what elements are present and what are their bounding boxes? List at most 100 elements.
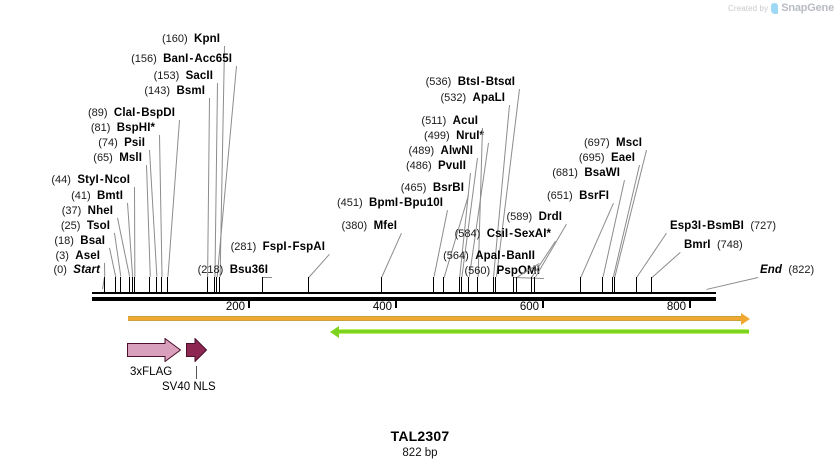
site-position: (536)	[425, 76, 452, 88]
terminus-name: Start	[73, 264, 100, 276]
restriction-site-label[interactable]: (584) CsiI-SexAI*	[455, 228, 551, 240]
restriction-site-label[interactable]: (156) BanI-Acc65I	[131, 53, 232, 65]
feature-arrow-sv40-nls[interactable]	[186, 337, 208, 363]
site-tick	[119, 277, 121, 292]
site-position: (153)	[153, 70, 180, 82]
site-tick	[261, 277, 263, 292]
enzyme-name: BsrFI	[579, 190, 609, 202]
feature-arrow-3xflag[interactable]	[127, 337, 182, 363]
axis-tick	[248, 301, 250, 308]
enzyme-name: BtsαI	[485, 76, 515, 88]
site-position: (697)	[583, 137, 610, 149]
site-tick	[103, 277, 105, 292]
site-position: (486)	[405, 160, 432, 172]
restriction-site-label[interactable]: (536) BtsI-BtsαI	[426, 76, 515, 88]
restriction-site-label[interactable]: (489) AlwNI	[408, 145, 473, 157]
restriction-site-label[interactable]: (74) PsiI	[98, 137, 145, 149]
axis-tick-label: 200	[225, 301, 245, 313]
site-tick	[114, 277, 116, 292]
enzyme-separator: -	[702, 220, 707, 232]
restriction-site-label[interactable]: (560) PspOMI	[465, 265, 541, 277]
site-tick	[216, 277, 218, 292]
restriction-site-label[interactable]: (3) AseI	[55, 250, 100, 262]
leader-line	[214, 83, 218, 278]
restriction-site-label[interactable]: (651) BsrFI	[547, 190, 609, 202]
site-position: (37)	[61, 205, 82, 217]
enzyme-name: EaeI	[610, 152, 635, 164]
site-position: (156)	[131, 53, 157, 65]
restriction-site-label[interactable]: (532) ApaLI	[440, 92, 505, 104]
enzyme-name: PsiI	[124, 137, 145, 149]
enzyme-name: Bsu36I	[229, 264, 268, 276]
restriction-site-label[interactable]: (465) BsrBI	[401, 182, 464, 194]
restriction-site-label[interactable]: (380) MfeI	[342, 220, 397, 232]
restriction-site-label[interactable]: (143) BsmI	[144, 85, 205, 97]
feature-label-sv40-nls: SV40 NLS	[162, 381, 216, 393]
restriction-site-label[interactable]: (65) MslI	[93, 152, 142, 164]
axis-tick	[395, 301, 397, 308]
enzyme-separator: -	[136, 107, 141, 119]
enzyme-separator: -	[399, 197, 404, 209]
leader-line	[706, 277, 759, 290]
site-position: (681)	[552, 167, 578, 179]
leader-line	[381, 233, 402, 278]
feature-leader-sv40-nls	[196, 366, 197, 379]
enzyme-name: BsmI	[176, 85, 205, 97]
site-position: (560)	[464, 265, 491, 277]
ruler-line-bottom	[92, 297, 717, 301]
site-tick	[131, 277, 133, 292]
restriction-site-label[interactable]: (81) BspHI*	[91, 122, 155, 134]
enzyme-name: FspAI	[292, 241, 325, 253]
restriction-site-label[interactable]: (37) NheI	[62, 205, 113, 217]
restriction-site-label[interactable]: (695) EaeI	[579, 152, 635, 164]
leader-line	[580, 203, 614, 278]
site-position: (65)	[93, 152, 113, 164]
site-tick	[477, 277, 479, 292]
enzyme-name: Bpu10I	[404, 197, 443, 209]
enzyme-separator: -	[501, 250, 506, 262]
terminus-name: End	[760, 264, 783, 276]
leader-line	[134, 186, 136, 277]
restriction-site-label[interactable]: (44) StyI-NcoI	[51, 174, 130, 186]
restriction-site-label[interactable]: (160) KpnI	[162, 33, 220, 45]
site-position: (3)	[55, 250, 69, 262]
restriction-site-label[interactable]: Esp3I-BsmBI (727)	[670, 220, 776, 232]
axis-tick-label: 600	[519, 301, 539, 313]
site-position: (651)	[547, 190, 573, 202]
restriction-site-label[interactable]: (18) BsaI	[54, 235, 105, 247]
site-position: (380)	[341, 220, 368, 232]
restriction-site-label[interactable]: BmrI (748)	[684, 239, 743, 251]
restriction-site-label[interactable]: (218) Bsu36I	[198, 264, 268, 276]
site-tick	[219, 277, 221, 292]
site-tick	[308, 277, 310, 292]
restriction-site-label[interactable]: (589) DrdI	[507, 211, 562, 223]
restriction-site-label[interactable]: (41) BmtI	[71, 190, 123, 202]
restriction-site-label[interactable]: (25) TsoI	[61, 220, 110, 232]
restriction-site-label[interactable]: (451) BpmI-Bpu10I	[337, 197, 443, 209]
snapgene-logo-icon	[771, 2, 779, 14]
leader-line	[612, 165, 640, 278]
restriction-site-label[interactable]: (697) MscI	[584, 137, 642, 149]
green-track-arrowhead	[330, 325, 339, 338]
enzyme-name: BpmI	[369, 197, 399, 209]
site-tick	[579, 277, 581, 292]
enzyme-name: BtsI	[457, 76, 480, 88]
restriction-site-label[interactable]: (486) PvuII	[406, 160, 466, 172]
site-tick	[149, 277, 151, 292]
restriction-site-label[interactable]: (499) NruI*	[424, 130, 484, 142]
site-tick	[213, 277, 215, 292]
leader-line	[149, 149, 158, 277]
enzyme-name: FspI	[262, 241, 287, 253]
enzyme-separator: -	[287, 241, 292, 253]
restriction-site-label[interactable]: (153) SacII	[154, 70, 213, 82]
leader-line	[262, 277, 272, 278]
restriction-site-label[interactable]: (89) ClaI-BspDI	[88, 107, 175, 119]
restriction-site-label[interactable]: (511) AcuI	[421, 115, 478, 127]
restriction-site-label[interactable]: (681) BsaWI	[552, 167, 620, 179]
restriction-site-label[interactable]: (564) ApaI-BanII	[443, 250, 535, 262]
axis-tick-label: 400	[372, 301, 392, 313]
terminus-position: (0)	[53, 264, 67, 276]
enzyme-name: BanII	[506, 250, 535, 262]
enzyme-name: PvuII	[438, 160, 466, 172]
restriction-site-label[interactable]: (281) FspI-FspAI	[231, 241, 325, 253]
